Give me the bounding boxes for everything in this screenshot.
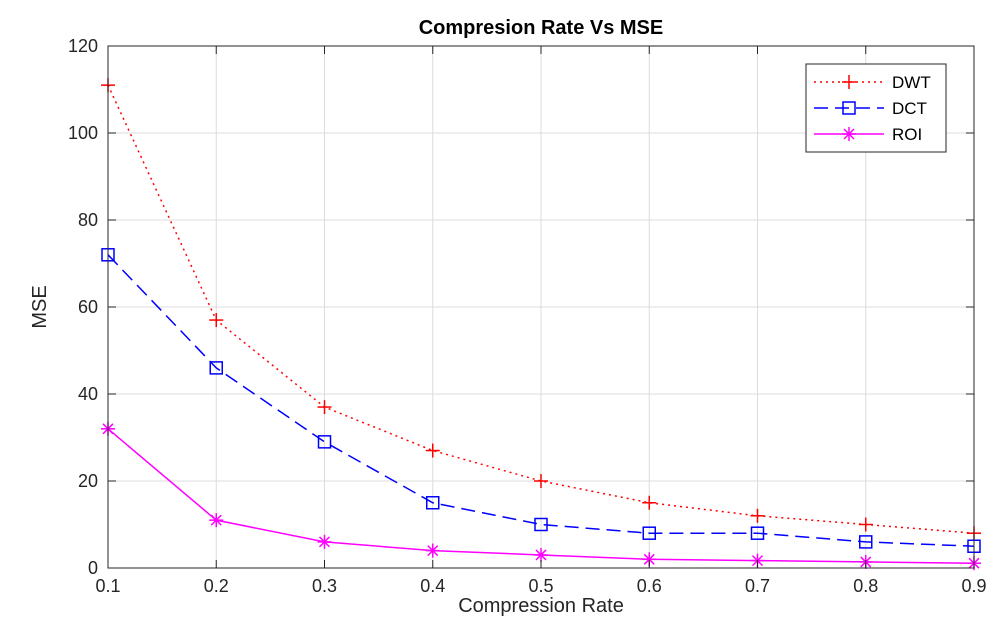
series-dwt [101, 78, 981, 541]
y-tick-label: 40 [78, 384, 98, 404]
data-point-dwt [858, 517, 873, 532]
axis-ticks: 0.1 0.2 0.3 0.4 0.5 0.6 0.7 0.8 0.9 0 20 40 60 80 100 1… [68, 36, 987, 596]
data-point-dwt [642, 495, 657, 510]
y-tick-label: 100 [68, 123, 98, 143]
data-point-roi-d2 [318, 536, 331, 548]
legend-label-dct: DCT [892, 99, 927, 118]
legend-box [805, 63, 947, 153]
y-tick-label: 80 [78, 210, 98, 230]
x-axis-label: Compression Rate [458, 595, 624, 617]
x-tick-label: 0.5 [528, 576, 553, 596]
y-tick-label: 120 [68, 36, 98, 56]
data-point-roi-d2 [210, 514, 222, 526]
data-point-dct [317, 435, 332, 449]
legend: DWT DCT ROI [805, 63, 947, 153]
data-point-dwt [750, 508, 765, 523]
data-point-dwt [425, 443, 440, 458]
data-point-dwt [534, 474, 548, 488]
y-axis-label: MSE [29, 285, 51, 328]
data-point-dct [209, 361, 223, 375]
x-tick-label: 0.3 [312, 576, 337, 596]
y-tick-label: 20 [78, 471, 98, 491]
legend-label-roi: ROI [892, 125, 922, 144]
data-point-dct [750, 526, 765, 540]
x-tick-label: 0.6 [637, 576, 662, 596]
series-line-dwt [107, 84, 975, 534]
data-point-dct [426, 496, 440, 510]
legend-label-dwt: DWT [892, 73, 931, 92]
data-point-roi [317, 534, 332, 549]
x-tick-label: 0.2 [204, 576, 229, 596]
legend-marker-dct [842, 101, 856, 115]
chart-title: Compresion Rate Vs MSE [419, 17, 664, 39]
series-line-dct [107, 254, 975, 547]
y-tick-label: 60 [78, 297, 98, 317]
data-point-roi-d2 [643, 553, 655, 565]
data-point-roi [534, 547, 548, 562]
legend-marker-roi [842, 127, 856, 141]
x-tick-label: 0.4 [420, 576, 445, 596]
data-point-dct [859, 535, 873, 549]
legend-marker-roi-d2 [843, 128, 855, 140]
data-point-roi-d2 [535, 549, 547, 561]
legend-marker-dwt [842, 75, 856, 89]
y-tick-label: 0 [88, 558, 98, 578]
data-point-roi [425, 543, 440, 558]
data-point-roi [209, 513, 224, 528]
data-point-dct [642, 526, 656, 540]
data-point-roi-d2 [427, 545, 439, 557]
x-tick-label: 0.1 [95, 576, 120, 596]
x-tick-label: 0.7 [745, 576, 770, 596]
data-point-dwt [317, 400, 332, 415]
data-point-roi [642, 552, 657, 567]
x-tick-label: 0.8 [853, 576, 878, 596]
x-tick-label: 0.9 [961, 576, 986, 596]
data-point-dct [534, 517, 548, 532]
data-point-dwt [209, 313, 224, 328]
